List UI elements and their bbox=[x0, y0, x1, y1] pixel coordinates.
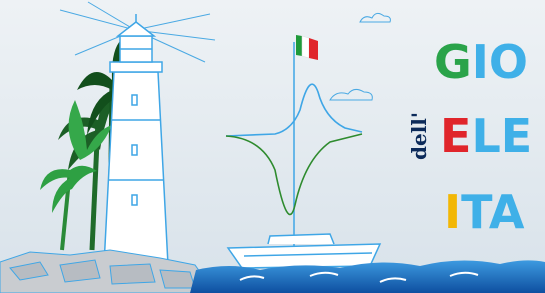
banner: GIO dell' ELE ITA bbox=[0, 0, 545, 293]
word-rest: IO bbox=[472, 35, 528, 89]
initial: I bbox=[444, 185, 461, 239]
prefix: dell' bbox=[407, 112, 431, 160]
title-line: ELE bbox=[440, 109, 532, 163]
title-line: GIO bbox=[434, 35, 528, 89]
initial: E bbox=[440, 109, 471, 163]
title-line: ITA bbox=[444, 185, 525, 239]
word-rest: LE bbox=[471, 109, 532, 163]
initial: G bbox=[434, 35, 472, 89]
word-rest: TA bbox=[461, 185, 525, 239]
page: {"logo": {"prefix": "dell'", "lines": [ … bbox=[0, 0, 545, 293]
